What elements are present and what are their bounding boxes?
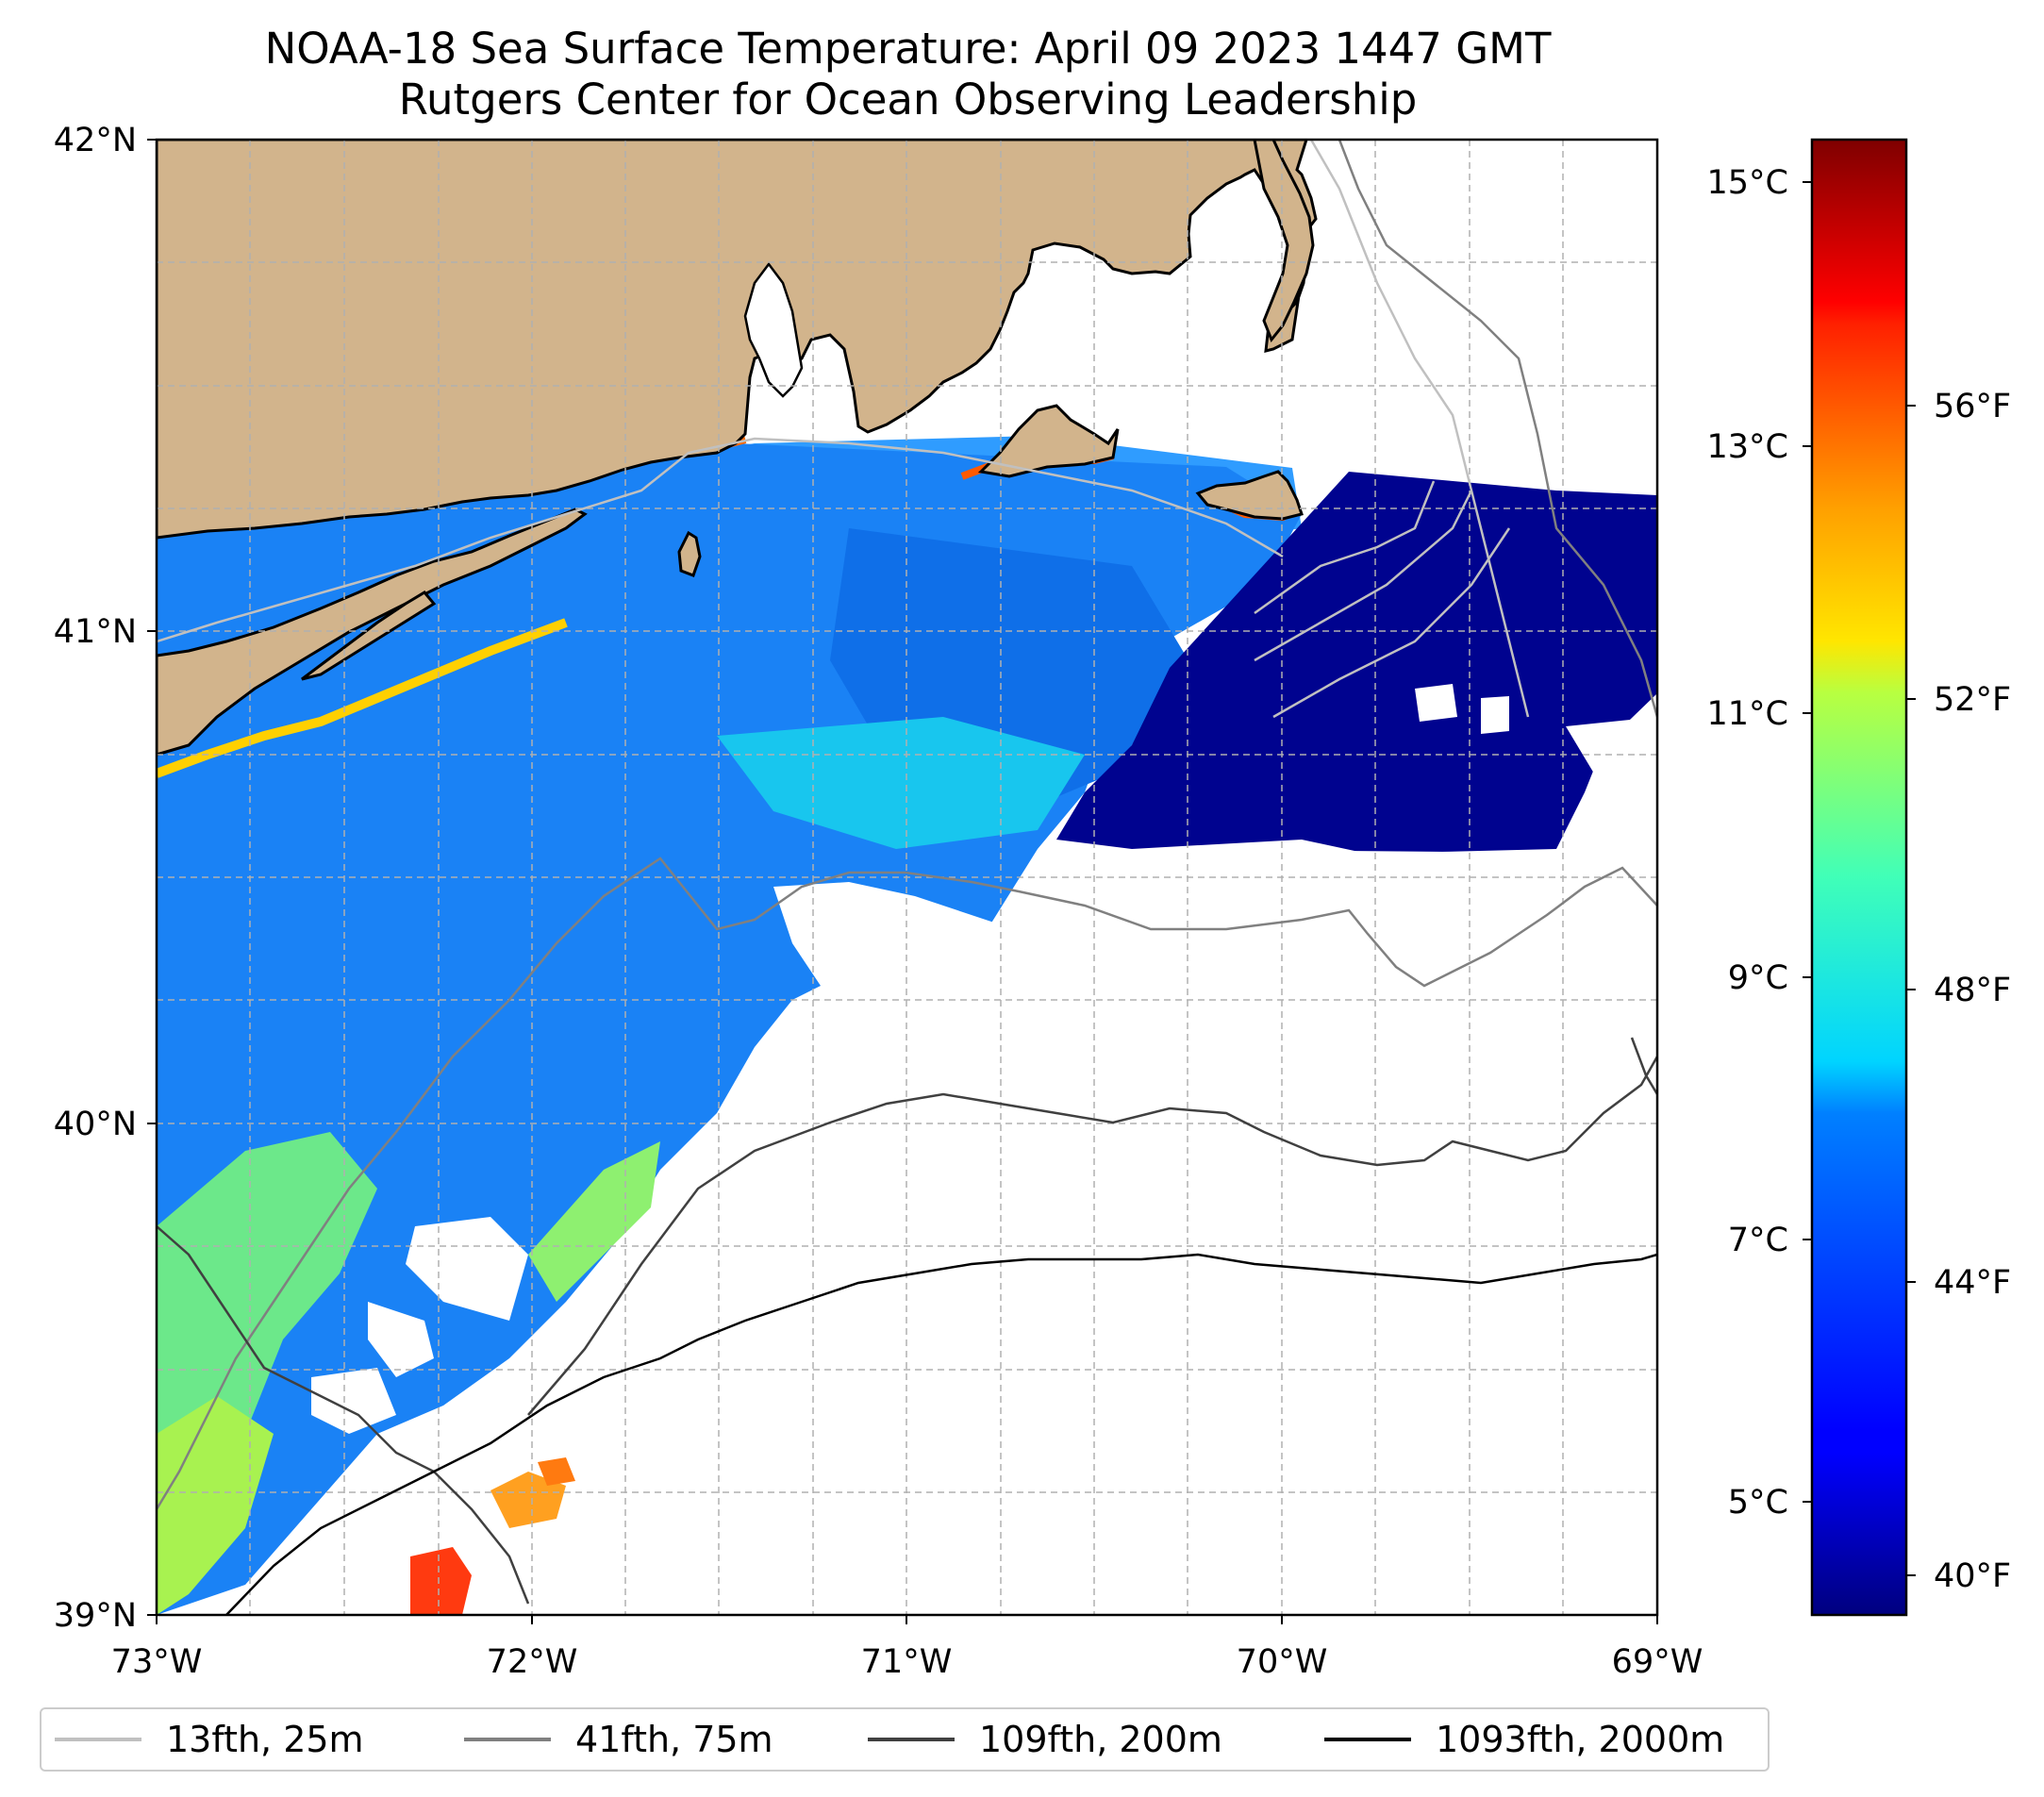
cloud-gap-6: [1481, 696, 1509, 734]
colorbar: [1810, 138, 1908, 1617]
sst-coastal-fringe-2: [157, 618, 568, 778]
isobath-200m: [157, 1037, 1657, 1605]
colorbar-label-13c: 13°C: [1707, 428, 1788, 466]
lon-label-70: 70°W: [1237, 1643, 1328, 1681]
lat-label-40: 40°N: [54, 1106, 137, 1143]
sst-warm-patch-red: [410, 1547, 472, 1615]
legend-line-icon: [464, 1738, 551, 1741]
colorbar-label-56f: 56°F: [1934, 388, 2011, 425]
gridlines: [157, 140, 1657, 1615]
lon-label-72: 72°W: [487, 1643, 578, 1681]
colorbar-label-7c: 7°C: [1728, 1222, 1788, 1259]
isobath-legend: 13fth, 25m 41fth, 75m 109fth, 200m 1093f…: [40, 1707, 1770, 1772]
cloud-gap-4: [311, 1368, 396, 1434]
map-layers: [157, 140, 1657, 1615]
legend-label: 1093fth, 2000m: [1436, 1719, 1725, 1760]
land-long-island: [157, 507, 588, 757]
title-line-1: NOAA-18 Sea Surface Temperature: April 0…: [264, 24, 1552, 74]
colorbar-label-52f: 52°F: [1934, 681, 2011, 719]
legend-item-2000m: 1093fth, 2000m: [1324, 1709, 1724, 1770]
lat-label-42: 42°N: [54, 122, 137, 159]
land-narragansett-bay-water: [743, 261, 804, 398]
axis-ticks: [147, 139, 1658, 1624]
legend-label: 109fth, 200m: [979, 1719, 1222, 1760]
land-nantucket: [1195, 470, 1304, 521]
colorbar-label-11c: 11°C: [1707, 695, 1788, 733]
colorbar-fahrenheit-labels: 56°F 52°F 48°F 44°F 40°F: [1934, 388, 2011, 1595]
colorbar-celsius-labels: 15°C 13°C 11°C 9°C 7°C 5°C: [1707, 164, 1788, 1522]
isobath-25m: [157, 140, 1530, 719]
cloud-gap-5: [1415, 684, 1457, 722]
isobaths: [157, 140, 1657, 1615]
colorbar-label-48f: 48°F: [1934, 972, 2011, 1009]
land-block-island: [677, 530, 702, 577]
legend-line-icon: [868, 1738, 955, 1741]
colorbar-label-9c: 9°C: [1728, 959, 1788, 997]
longitude-labels: 73°W 72°W 71°W 70°W 69°W: [111, 1643, 1703, 1681]
lon-label-69: 69°W: [1612, 1643, 1703, 1681]
cloud-gap-3: [368, 1302, 434, 1377]
land-martha-vineyard: [977, 404, 1120, 478]
land-long-island-south-fork: [301, 591, 437, 681]
legend-label: 41fth, 75m: [575, 1719, 773, 1760]
title-line-2: Rutgers Center for Ocean Observing Leade…: [398, 75, 1418, 125]
isobath-75m: [157, 140, 1657, 1510]
lat-label-41: 41°N: [54, 613, 137, 651]
sst-cyan-streak: [717, 717, 1085, 849]
legend-item-200m: 109fth, 200m: [868, 1709, 1222, 1770]
lat-label-39: 39°N: [54, 1597, 137, 1635]
legend-line-icon: [55, 1738, 141, 1741]
sst-green-tongue: [528, 1141, 660, 1302]
legend-label: 13fth, 25m: [166, 1719, 364, 1760]
lon-label-71: 71°W: [861, 1643, 953, 1681]
sst-warm-patch-orange-2: [538, 1457, 575, 1486]
sst-southwest-yellowgreen: [157, 1396, 274, 1615]
latitude-labels: 42°N 41°N 40°N 39°N: [54, 122, 137, 1635]
colorbar-label-40f: 40°F: [1934, 1557, 2011, 1595]
legend-item-25m: 13fth, 25m: [55, 1709, 364, 1770]
land-mainland-new-england: [157, 140, 1318, 540]
cloud-gap-7: [1566, 717, 1657, 783]
cloud-gap-1: [509, 849, 1657, 1615]
colorbar-label-15c: 15°C: [1707, 164, 1788, 202]
cloud-gap-2: [406, 1217, 528, 1321]
land-cape-cod: [1253, 140, 1315, 342]
isobath-2000m: [225, 1253, 1657, 1615]
lon-label-73: 73°W: [111, 1643, 203, 1681]
sst-eastern-cold-water: [1056, 472, 1657, 854]
colorbar-ticks: [1803, 181, 1916, 1576]
colorbar-label-5c: 5°C: [1728, 1484, 1788, 1522]
legend-line-icon: [1324, 1738, 1411, 1741]
legend-item-75m: 41fth, 75m: [464, 1709, 773, 1770]
colorbar-label-44f: 44°F: [1934, 1264, 2011, 1302]
